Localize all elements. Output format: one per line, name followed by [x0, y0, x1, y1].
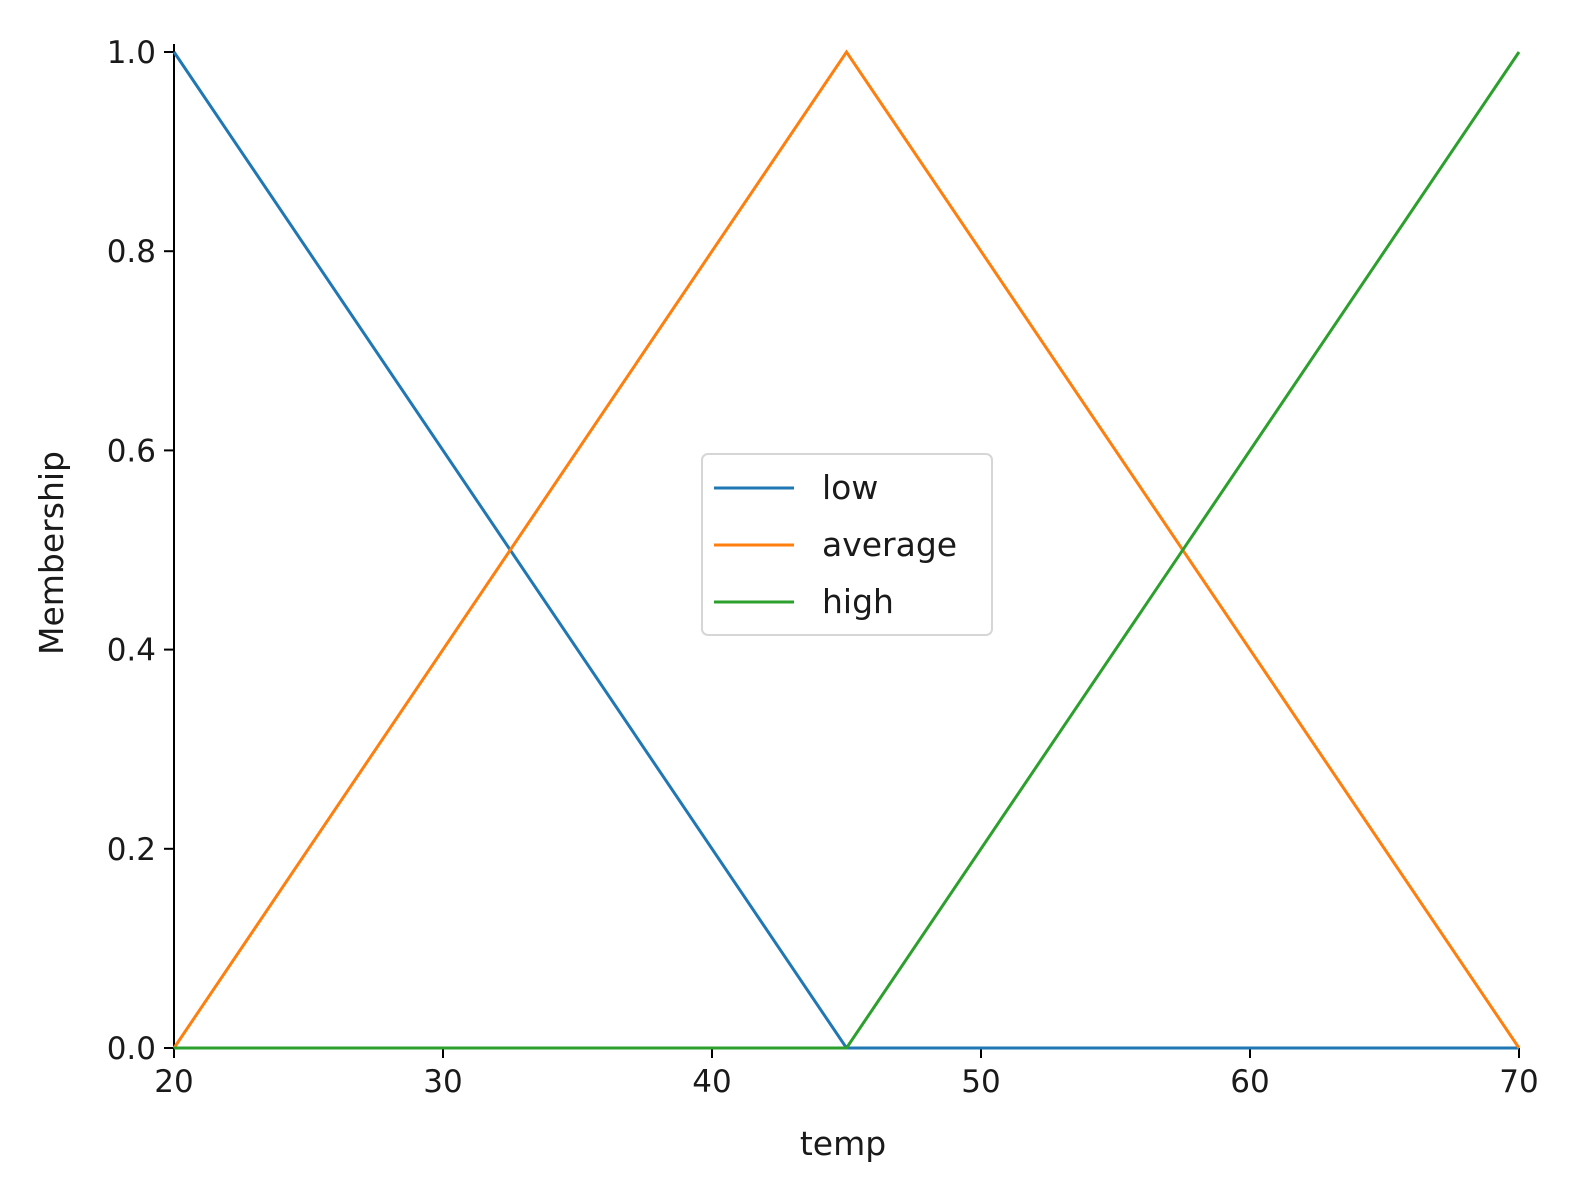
- series-line-average: [172, 49, 1521, 1049]
- y-tick-label: 0.2: [107, 832, 156, 868]
- x-tick-label: 40: [692, 1064, 731, 1100]
- y-tick-label: 0.0: [107, 1031, 156, 1067]
- series-layer: [172, 49, 1521, 1050]
- legend-label-low: low: [822, 468, 878, 507]
- y-tick-label: 0.4: [107, 633, 156, 669]
- x-tick-label: 20: [154, 1064, 193, 1100]
- axis-labels-layer: temp Membership: [32, 451, 886, 1163]
- y-tick-label: 0.8: [107, 234, 156, 270]
- x-tick-label: 70: [1499, 1064, 1538, 1100]
- legend-label-high: high: [822, 582, 894, 621]
- y-axis-label: Membership: [32, 451, 71, 655]
- y-tick-label: 1.0: [107, 35, 156, 71]
- legend-label-average: average: [822, 525, 957, 564]
- legend: low average high: [701, 453, 993, 636]
- x-tick-label: 60: [1230, 1064, 1269, 1100]
- legend-frame: [701, 453, 993, 636]
- series-line-high: [174, 51, 1521, 1050]
- x-tick-label: 50: [961, 1064, 1000, 1100]
- x-axis-label: temp: [800, 1124, 886, 1163]
- x-tick-label: 30: [423, 1064, 462, 1100]
- y-tick-label: 0.6: [107, 433, 156, 469]
- axes-layer: 20 30 40 50 60 70 0.0 0.2 0.4 0.6 0.8 1.0: [107, 35, 1539, 1100]
